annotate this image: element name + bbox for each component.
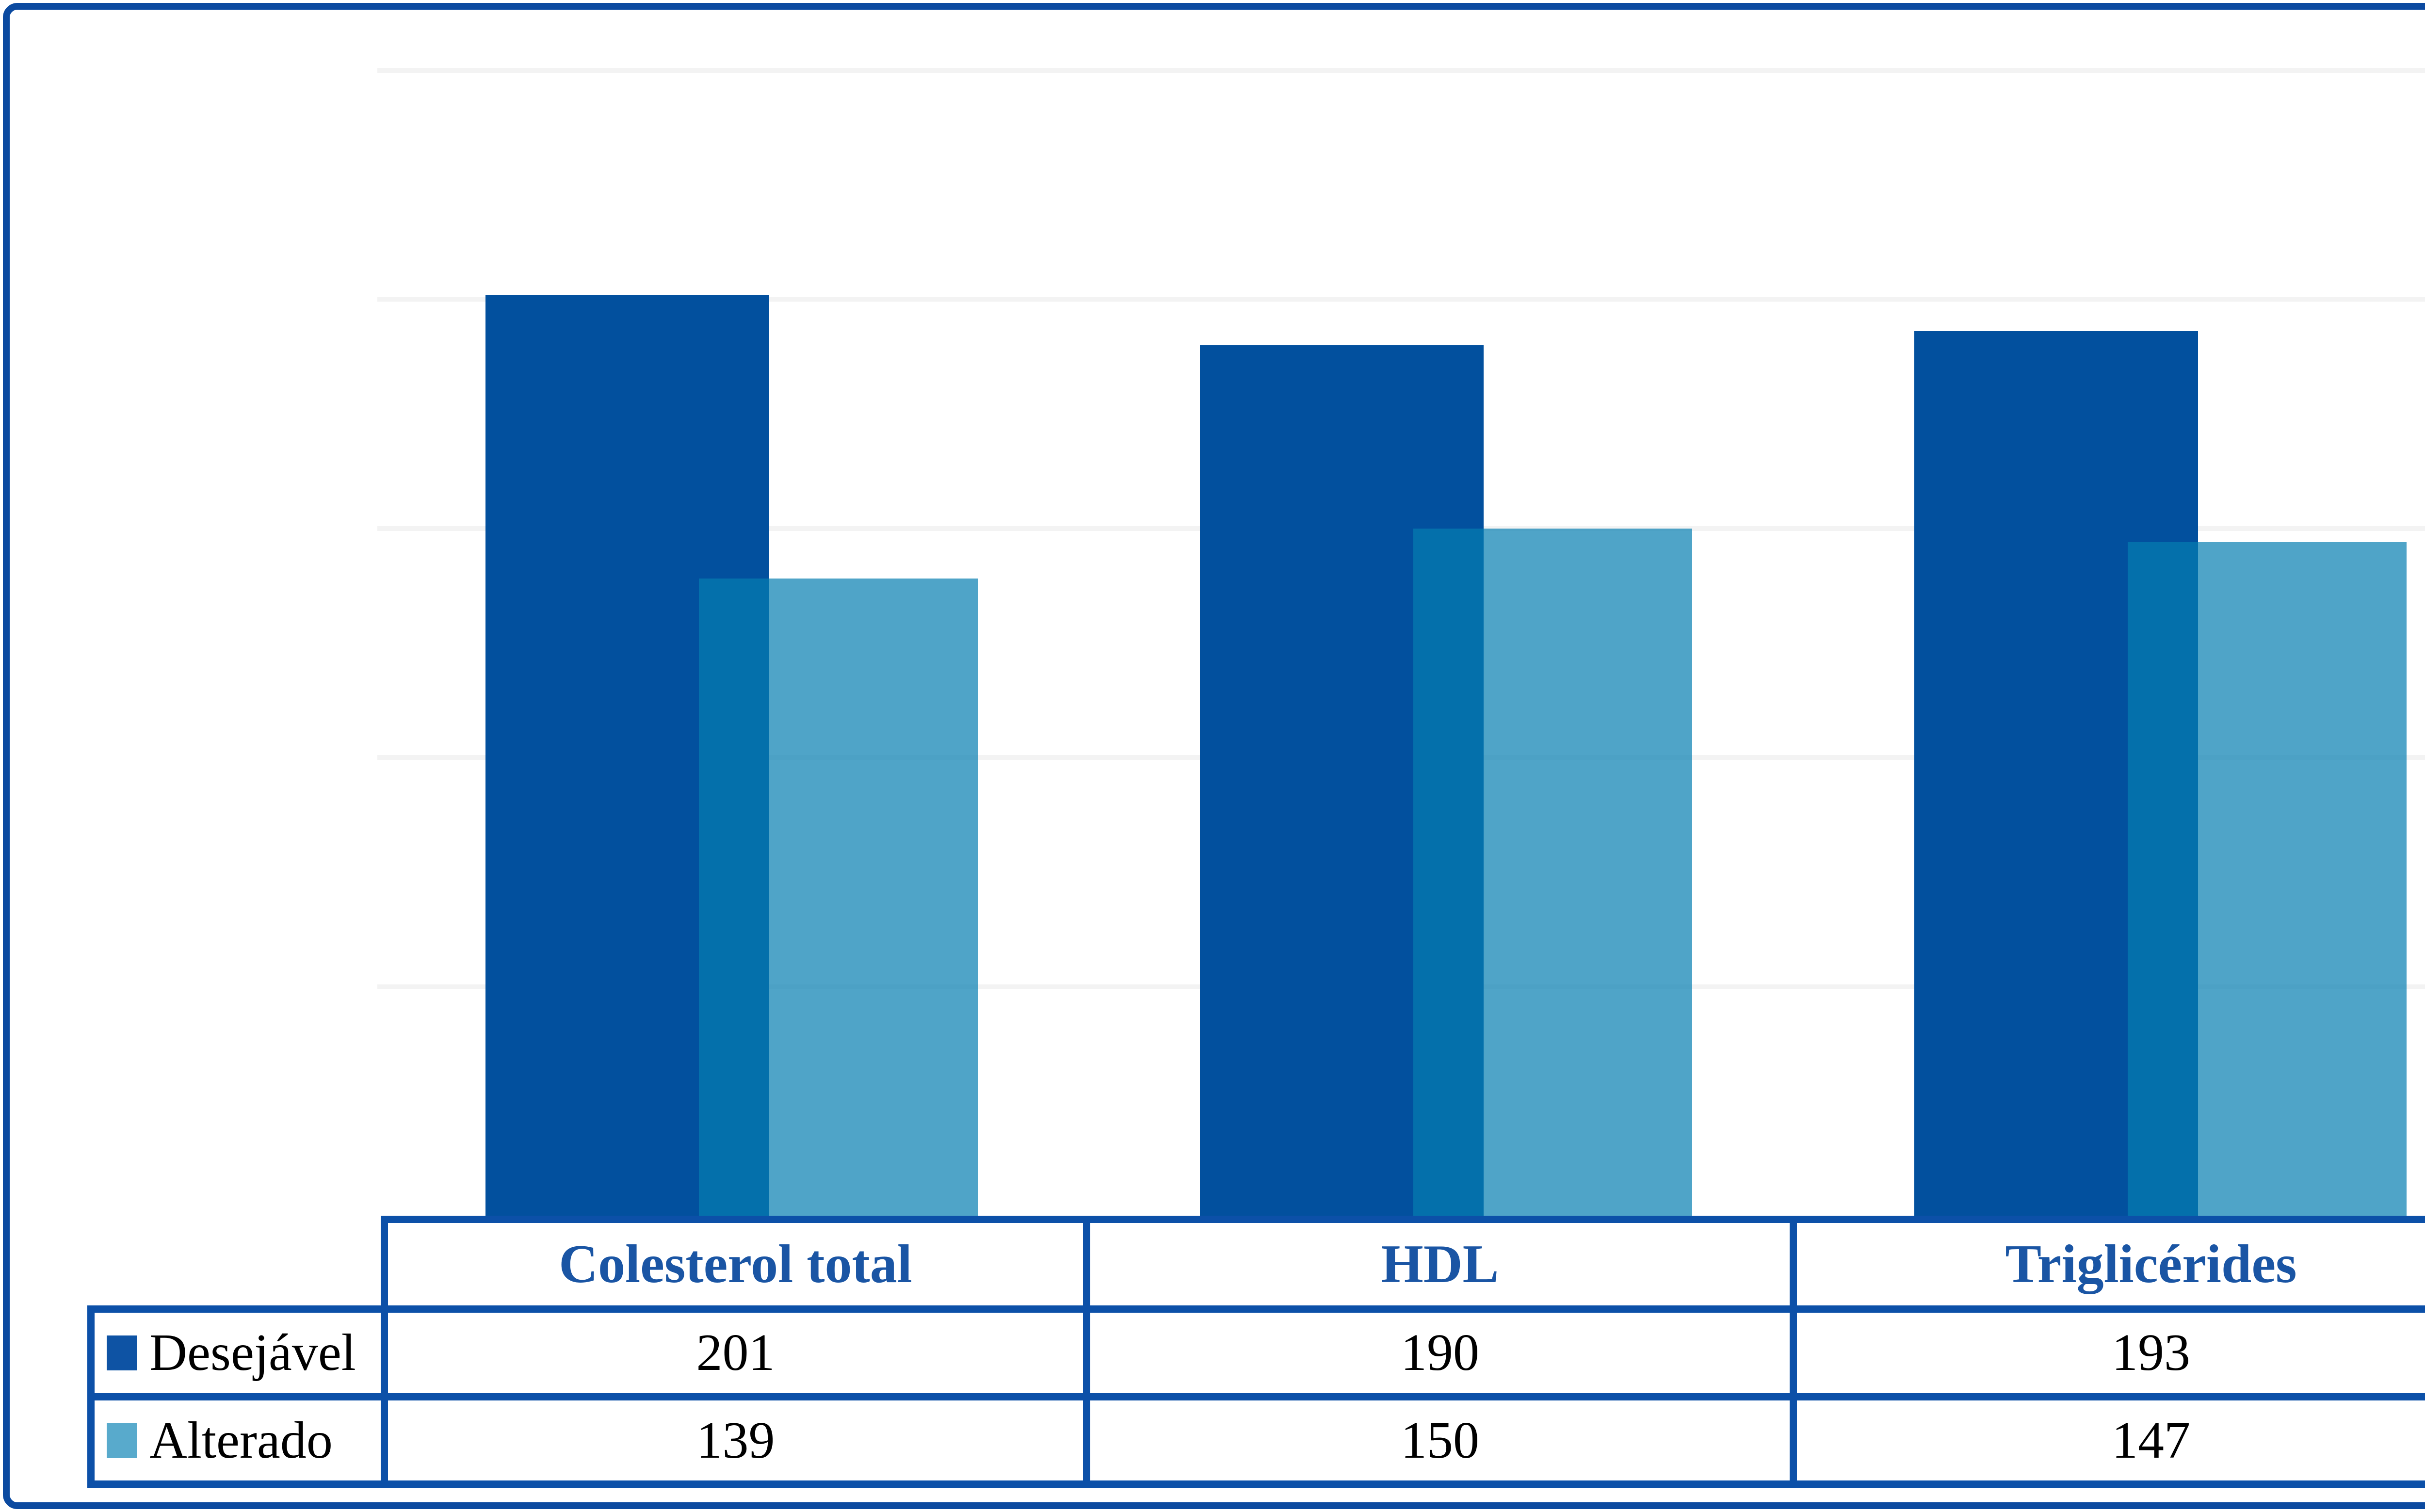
value-cell-desejavel-hdl: 190 xyxy=(1401,1324,1479,1382)
gridline-200 xyxy=(377,297,2425,302)
value-cell-alterado-colesterol-total: 139 xyxy=(696,1411,775,1469)
header-cell-triglicerides: Triglicérides xyxy=(2005,1234,2297,1294)
header-cell-hdl: HDL xyxy=(1381,1234,1499,1294)
table-border-mid2 xyxy=(87,1393,2425,1400)
table-border-bottom xyxy=(87,1480,2425,1488)
legend-label-alterado: Alterado xyxy=(149,1411,333,1469)
legend-row-alterado: Alterado xyxy=(95,1400,381,1480)
table-border-v1 xyxy=(381,1216,388,1488)
bar-alterado-hdl xyxy=(1413,528,1692,1216)
table-border-legend-left xyxy=(87,1305,95,1488)
table-border-v3 xyxy=(1790,1216,1797,1488)
table-border-mid1 xyxy=(87,1305,2425,1313)
legend-row-desejavel: Desejável xyxy=(95,1313,381,1393)
value-cell-desejavel-triglicerides: 193 xyxy=(2112,1324,2190,1382)
header-cell-colesterol-total: Colesterol total xyxy=(559,1234,912,1294)
value-cell-alterado-hdl: 150 xyxy=(1401,1411,1479,1469)
value-cell-desejavel-colesterol-total: 201 xyxy=(696,1324,775,1382)
bar-alterado-colesterol-total xyxy=(699,579,978,1216)
value-cell-alterado-triglicerides: 147 xyxy=(2112,1411,2190,1469)
gridline-250 xyxy=(377,67,2425,73)
legend-swatch-alterado xyxy=(107,1423,137,1458)
legend-label-desejavel: Desejável xyxy=(149,1324,356,1382)
table-border-top xyxy=(381,1216,2425,1223)
table-border-v2 xyxy=(1083,1216,1090,1488)
bar-alterado-triglicerides xyxy=(2128,542,2407,1216)
legend-swatch-desejavel xyxy=(107,1335,137,1370)
